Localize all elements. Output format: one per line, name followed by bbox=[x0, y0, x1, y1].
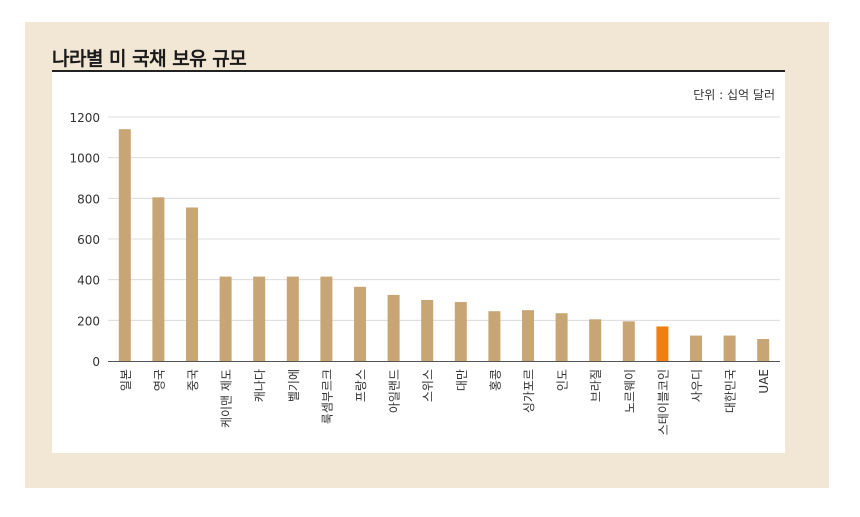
x-category-label: 싱가포르 bbox=[522, 369, 536, 413]
bar-17 bbox=[690, 335, 702, 361]
bar-16 bbox=[656, 326, 669, 361]
bar-9 bbox=[421, 300, 434, 361]
bar-4 bbox=[253, 276, 266, 361]
bar-2 bbox=[186, 207, 198, 361]
grid-lines bbox=[108, 116, 780, 321]
x-axis-labels: 일본 영국 중국 케이맨 제도 캐나다 벨기에 룩셈부르크 프랑스 아일랜드 스위스 대만 홍콩 싱가포… bbox=[119, 369, 771, 435]
bar-7 bbox=[354, 286, 366, 361]
x-category-label: 캐나다 bbox=[253, 369, 267, 402]
x-category-label: 노르웨이 bbox=[623, 369, 637, 413]
x-category-label: 스위스 bbox=[421, 369, 435, 402]
x-category-label: 홍콩 bbox=[488, 369, 502, 391]
bar-11 bbox=[488, 311, 501, 361]
x-category-label: 대만 bbox=[455, 369, 469, 391]
x-category-label: 인도 bbox=[556, 369, 570, 391]
x-category-label: 일본 bbox=[119, 369, 133, 391]
x-category-label: 벨기에 bbox=[287, 369, 301, 402]
x-category-label: 아일랜드 bbox=[388, 369, 402, 413]
bar-1 bbox=[152, 197, 165, 361]
bar-chart: 0 200 400 600 800 1000 1200 일본 영국 중국 케이맨 제도 캐나다 벨기에… bbox=[69, 111, 780, 435]
y-tick-label: 200 bbox=[77, 314, 100, 328]
y-tick-label: 1200 bbox=[69, 111, 100, 125]
bar-13 bbox=[555, 313, 568, 361]
y-axis-ticks: 0 200 400 600 800 1000 1200 bbox=[69, 111, 100, 369]
chart-title: 나라별 미 국채 보유 규모 bbox=[52, 48, 247, 70]
bar-3 bbox=[219, 276, 232, 361]
bar-0 bbox=[118, 129, 131, 361]
bar-8 bbox=[387, 294, 400, 361]
bar-18 bbox=[723, 335, 736, 361]
y-tick-label: 800 bbox=[77, 192, 100, 206]
x-category-label: 룩셈부르크 bbox=[320, 369, 334, 424]
x-category-label: 스테이블코인 bbox=[656, 369, 670, 435]
y-tick-label: 600 bbox=[77, 233, 100, 247]
y-tick-label: 0 bbox=[92, 355, 100, 369]
x-category-label: 브라질 bbox=[589, 369, 603, 402]
x-category-label: 사우디 bbox=[690, 369, 704, 402]
x-category-label: 프랑스 bbox=[354, 369, 368, 402]
x-category-label: 케이맨 제도 bbox=[220, 369, 234, 428]
x-category-label: UAE bbox=[757, 369, 771, 394]
bar-15 bbox=[622, 321, 635, 361]
x-category-label: 영국 bbox=[152, 369, 166, 391]
y-tick-label: 1000 bbox=[69, 152, 100, 166]
bars bbox=[118, 129, 770, 361]
x-category-label: 대한민국 bbox=[724, 369, 738, 413]
bar-14 bbox=[589, 319, 602, 361]
unit-label: 단위 : 십억 달러 bbox=[693, 88, 775, 102]
bar-12 bbox=[522, 310, 534, 361]
x-category-label: 중국 bbox=[186, 369, 200, 391]
chart-panel: 단위 : 십억 달러 0 200 400 600 800 1000 1200 일본 영국 중국 케… bbox=[52, 72, 785, 453]
y-tick-label: 400 bbox=[77, 274, 100, 288]
bar-6 bbox=[320, 276, 333, 361]
bar-10 bbox=[454, 302, 467, 361]
bar-5 bbox=[286, 276, 299, 361]
bar-19 bbox=[757, 339, 770, 361]
title-underline bbox=[52, 70, 785, 72]
